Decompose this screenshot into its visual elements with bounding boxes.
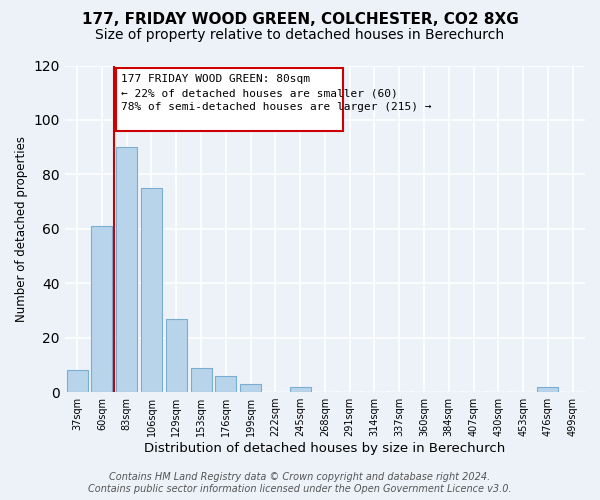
Bar — [141, 188, 162, 392]
Bar — [166, 318, 187, 392]
Y-axis label: Number of detached properties: Number of detached properties — [15, 136, 28, 322]
Bar — [191, 368, 212, 392]
Text: 78% of semi-detached houses are larger (215) →: 78% of semi-detached houses are larger (… — [121, 102, 431, 112]
Bar — [91, 226, 112, 392]
Text: Size of property relative to detached houses in Berechurch: Size of property relative to detached ho… — [95, 28, 505, 42]
Text: Contains HM Land Registry data © Crown copyright and database right 2024.
Contai: Contains HM Land Registry data © Crown c… — [88, 472, 512, 494]
Text: 177 FRIDAY WOOD GREEN: 80sqm: 177 FRIDAY WOOD GREEN: 80sqm — [121, 74, 310, 84]
Text: 177, FRIDAY WOOD GREEN, COLCHESTER, CO2 8XG: 177, FRIDAY WOOD GREEN, COLCHESTER, CO2 … — [82, 12, 518, 28]
Bar — [240, 384, 261, 392]
Bar — [67, 370, 88, 392]
Bar — [116, 68, 343, 131]
Text: ← 22% of detached houses are smaller (60): ← 22% of detached houses are smaller (60… — [121, 88, 397, 99]
Bar — [538, 386, 559, 392]
X-axis label: Distribution of detached houses by size in Berechurch: Distribution of detached houses by size … — [144, 442, 506, 455]
Bar — [215, 376, 236, 392]
Bar — [116, 147, 137, 392]
Bar — [290, 386, 311, 392]
